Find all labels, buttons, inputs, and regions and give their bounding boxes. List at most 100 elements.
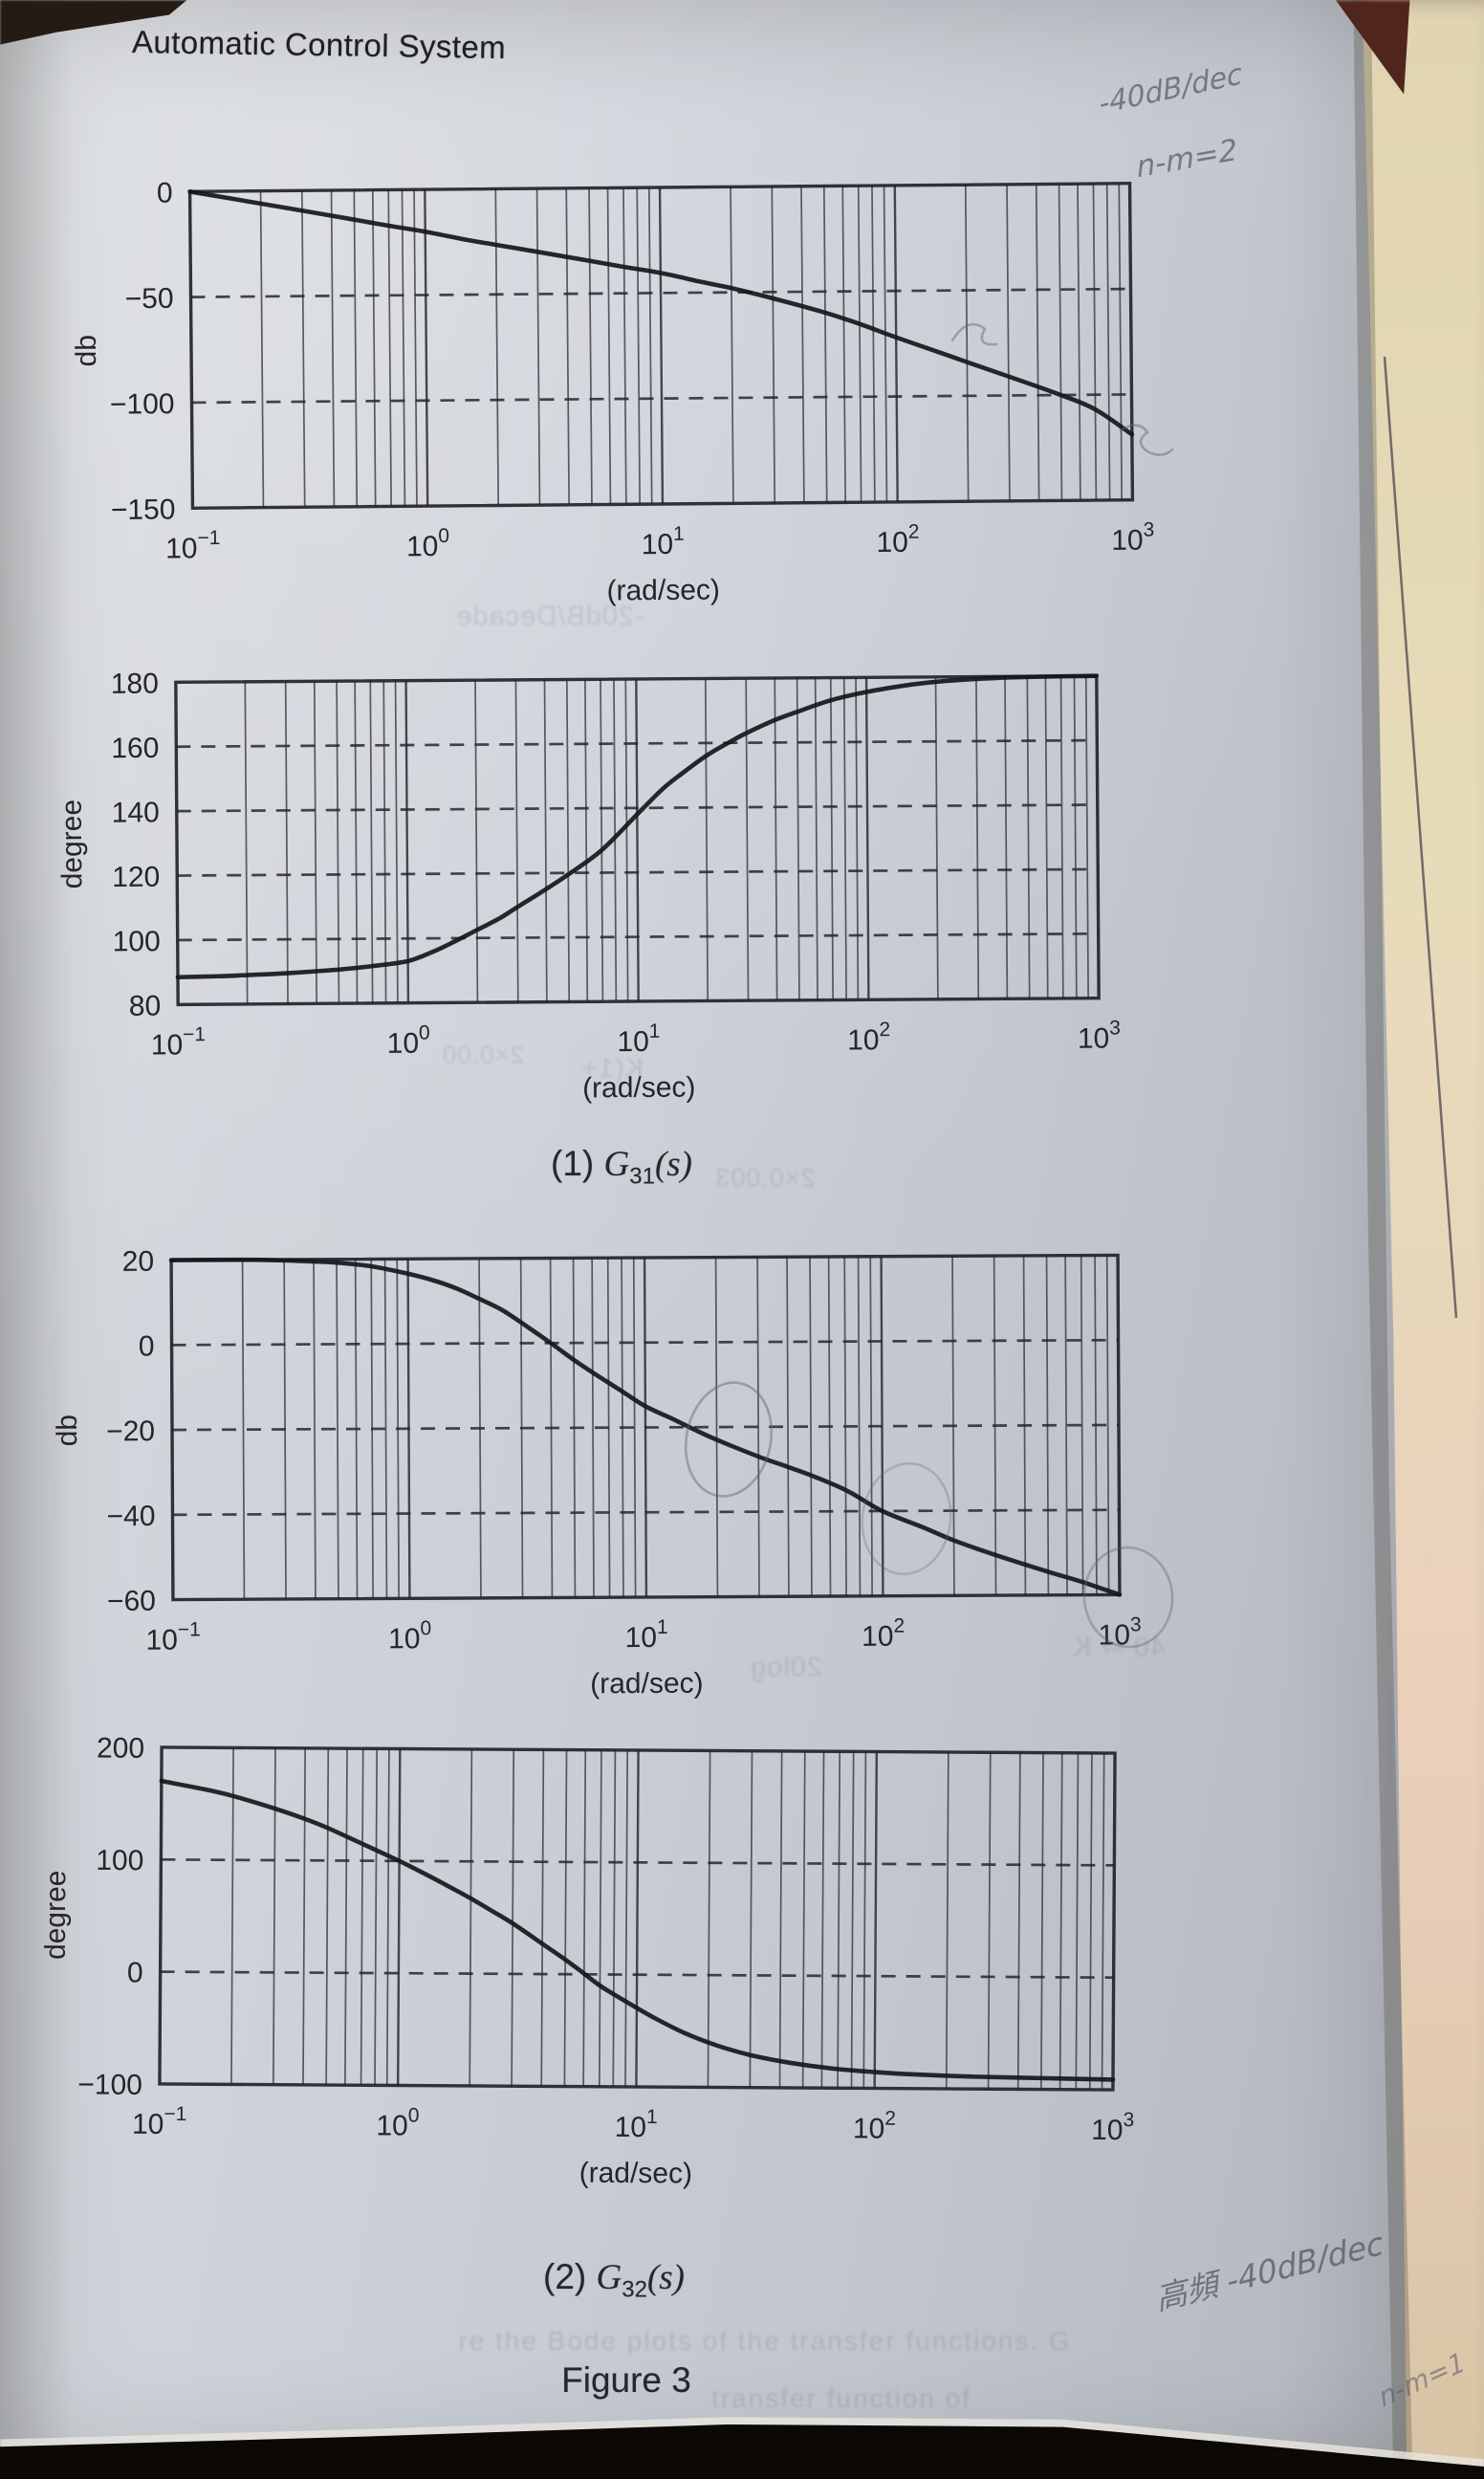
- grid-line-minor: [1064, 1255, 1068, 1595]
- grid-line-minor: [401, 189, 406, 507]
- x-axis-label: (rad/sec): [606, 574, 720, 606]
- grid-line-minor: [353, 189, 359, 507]
- grid-line-dashed: [171, 1423, 1120, 1432]
- grid-line-dashed: [160, 1970, 1114, 1980]
- grid-line-minor: [801, 1751, 806, 2089]
- grid-line-minor: [987, 1752, 992, 2090]
- x-tick-label: 102: [862, 1615, 905, 1653]
- grid-line-minor: [385, 1748, 390, 2086]
- grid-line-minor: [382, 680, 387, 1003]
- grid-line-minor: [647, 187, 653, 505]
- y-tick-label: −50: [125, 283, 174, 315]
- y-tick-label: 0: [127, 1957, 143, 1988]
- y-tick-label: −20: [106, 1415, 155, 1447]
- grid-line-minor: [857, 186, 862, 503]
- grid-line-minor: [1080, 1255, 1084, 1595]
- grid-line-minor: [598, 1749, 602, 2087]
- pencil-squiggle-annotation: [1119, 424, 1174, 456]
- grid-line-minor: [582, 1749, 587, 2087]
- y-tick-label: −40: [107, 1501, 156, 1532]
- grid-line-minor: [566, 679, 571, 1002]
- grid-line-minor: [624, 1749, 629, 2087]
- x-tick-label: 100: [387, 1022, 430, 1060]
- y-axis-label: degree: [56, 800, 89, 889]
- grid-line-minor: [1026, 676, 1031, 999]
- grid-line-minor: [1084, 675, 1089, 998]
- x-tick-label: 102: [876, 521, 919, 559]
- grid-line-minor: [1077, 184, 1081, 501]
- grid-line-minor: [469, 1748, 473, 2086]
- pencil-circle-annotation: [861, 1461, 952, 1576]
- grid-line-minor: [374, 1748, 379, 2086]
- x-tick-label: 101: [615, 2106, 658, 2143]
- grid-line-minor: [822, 186, 828, 503]
- grid-line-minor: [1088, 1752, 1093, 2090]
- grid-line-minor: [975, 676, 980, 999]
- grid-line-dashed: [190, 287, 1131, 298]
- grid-line-minor: [325, 1748, 330, 2086]
- grid-line-minor: [259, 190, 265, 508]
- grid-line-minor: [588, 187, 593, 505]
- bleed-through-text: transfer function of: [711, 2383, 971, 2413]
- y-tick-label: −100: [110, 388, 175, 421]
- grid-line-minor: [1016, 1752, 1021, 2090]
- grid-line-minor: [565, 187, 571, 505]
- grid-line-dashed: [177, 932, 1099, 942]
- x-tick-label: 10−1: [151, 1023, 207, 1061]
- grid-line-minor: [606, 187, 612, 505]
- grid-line-minor: [745, 678, 750, 1001]
- grid-line-minor: [360, 1748, 364, 2086]
- y-axis-label: db: [52, 1415, 83, 1447]
- grid-line-dashed: [177, 867, 1099, 877]
- grid-line-decade: [635, 1749, 640, 2088]
- grid-line-minor: [1004, 676, 1009, 999]
- grid-line-minor: [241, 1260, 246, 1600]
- grid-line-minor: [540, 1749, 545, 2087]
- grid-line-minor: [1059, 675, 1064, 998]
- grid-line-minor: [756, 1257, 760, 1597]
- bode-curve-g32-magnitude: [168, 1257, 1123, 1597]
- caption-subscript: 32: [622, 2276, 647, 2303]
- grid-line-minor: [704, 678, 709, 1001]
- grid-line-decade: [864, 677, 870, 1000]
- bode-curve-g31-magnitude: [187, 188, 1135, 437]
- grid-line-decade: [658, 186, 665, 505]
- plot-border: [158, 1745, 1117, 2092]
- grid-line-dashed: [172, 1508, 1120, 1517]
- y-axis-label: degree: [40, 1870, 73, 1960]
- grid-line-minor: [1118, 183, 1124, 500]
- grid-line-minor: [829, 677, 834, 1000]
- grid-line-minor: [612, 1749, 617, 2087]
- plot-border: [187, 182, 1135, 510]
- y-tick-label: −60: [107, 1586, 156, 1617]
- grid-line-dashed: [171, 1338, 1119, 1347]
- grid-line-minor: [1035, 184, 1040, 501]
- grid-line-minor: [883, 185, 888, 502]
- bode-curve-g32-phase: [159, 1778, 1116, 2082]
- y-tick-label: 80: [129, 990, 162, 1021]
- grid-line-minor: [369, 680, 374, 1003]
- grid-line-minor: [336, 1259, 339, 1599]
- grid-line-minor: [855, 677, 860, 1000]
- grid-line-minor: [284, 681, 289, 1004]
- grid-line-minor: [474, 680, 479, 1003]
- x-tick-label: 103: [1111, 519, 1154, 557]
- y-tick-label: 160: [111, 733, 159, 764]
- y-tick-label: 120: [112, 862, 160, 893]
- grid-line-minor: [624, 679, 629, 1002]
- grid-line-minor: [842, 677, 847, 1000]
- x-tick-label: 102: [853, 2107, 896, 2144]
- grid-line-minor: [1105, 183, 1111, 500]
- grid-line-decade: [396, 1748, 402, 2086]
- grid-line-minor: [244, 681, 249, 1004]
- grid-line-decade: [424, 189, 429, 507]
- caption-suffix: (s): [654, 1145, 692, 1184]
- grid-line-minor: [273, 1747, 276, 2085]
- grid-line-minor: [302, 1747, 306, 2085]
- grid-line-minor: [771, 186, 776, 503]
- x-tick-label: 102: [847, 1019, 890, 1056]
- grid-line-minor: [814, 677, 818, 1000]
